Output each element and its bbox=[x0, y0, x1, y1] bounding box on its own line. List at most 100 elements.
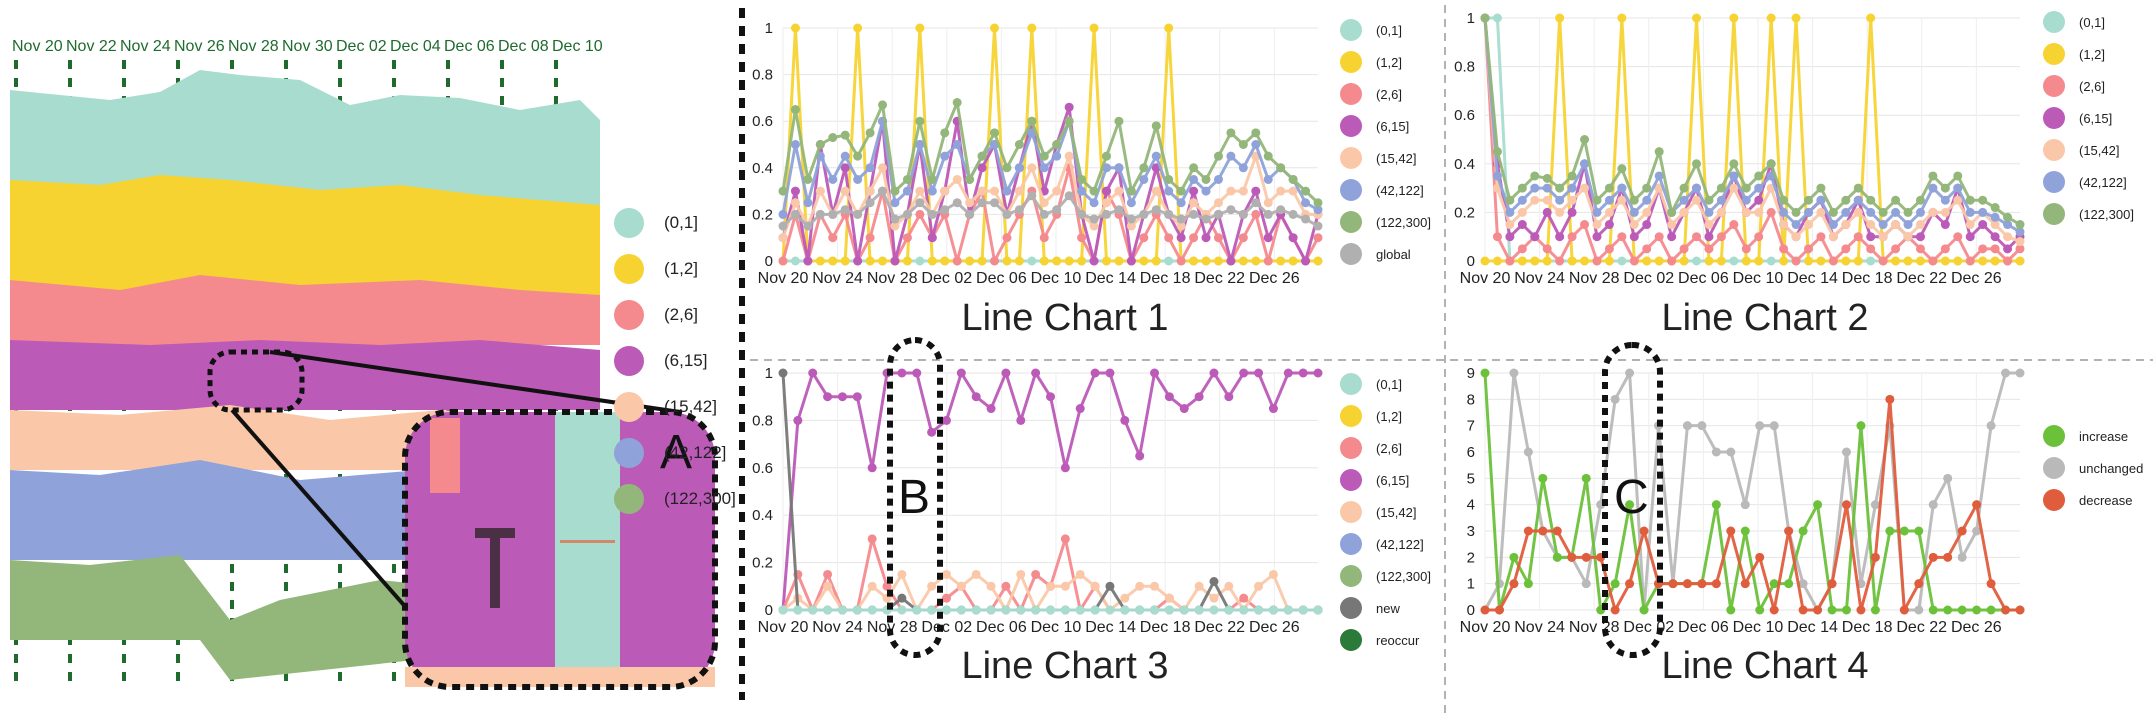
data-point-2-6 bbox=[1077, 233, 1087, 243]
data-point-global bbox=[1064, 191, 1074, 201]
y-tick-label: 0 bbox=[765, 602, 773, 619]
x-tick-label: Dec 10 bbox=[1733, 619, 1784, 636]
annotation-label-c: C bbox=[1614, 471, 1649, 524]
y-tick-label: 0.4 bbox=[1454, 156, 1475, 173]
data-point-6-15 bbox=[852, 392, 862, 402]
data-point-15-42 bbox=[1052, 186, 1062, 196]
annotation-box-b bbox=[887, 337, 943, 658]
data-point-42-122 bbox=[1014, 163, 1024, 173]
data-point-122-300 bbox=[1791, 207, 1801, 217]
data-point-global bbox=[1189, 209, 1199, 219]
data-point-122-300 bbox=[1679, 183, 1689, 193]
data-point-1-2 bbox=[940, 256, 950, 266]
data-point-15-42 bbox=[1891, 220, 1901, 230]
data-point-increase bbox=[1625, 500, 1635, 510]
data-point-1-2 bbox=[1692, 13, 1702, 23]
data-point-0-1 bbox=[778, 605, 788, 615]
y-tick-label: 0.8 bbox=[752, 412, 773, 429]
data-point-global bbox=[1139, 209, 1149, 219]
legend-label: (6,15] bbox=[664, 351, 708, 370]
data-point-decrease bbox=[1581, 552, 1591, 562]
data-point-global bbox=[1164, 209, 1174, 219]
data-point-1-2 bbox=[828, 256, 838, 266]
data-point-15-42 bbox=[1866, 220, 1876, 230]
legend-label: (6,15] bbox=[2079, 110, 2113, 126]
data-point-42-122 bbox=[1139, 174, 1149, 184]
chart-1-legend: (0,1] (1,2] (2,6] (6,15] (15,42] (42,122] (122… bbox=[1340, 14, 1431, 270]
data-point-122-300 bbox=[940, 128, 950, 138]
legend-label: global bbox=[1376, 246, 1411, 262]
data-point-1-2 bbox=[1791, 13, 1801, 23]
data-point-2-6 bbox=[1667, 256, 1677, 266]
y-tick-label: 1 bbox=[765, 20, 773, 37]
data-point-42-122 bbox=[1313, 205, 1323, 215]
data-point-15-42 bbox=[1268, 569, 1278, 579]
data-point-1-2 bbox=[1014, 256, 1024, 266]
stream-legend-item: (122,300] bbox=[614, 476, 736, 522]
data-point-6-15 bbox=[790, 186, 800, 196]
y-tick-label: 0.2 bbox=[752, 206, 773, 223]
data-point-increase bbox=[1639, 605, 1649, 615]
data-point-2-6 bbox=[1729, 220, 1739, 230]
data-point-122-300 bbox=[1189, 163, 1199, 173]
data-point-unchanged bbox=[1943, 473, 1953, 483]
data-point-global bbox=[915, 198, 925, 208]
x-tick-label: Nov 24 bbox=[1514, 270, 1565, 287]
data-point-122-300 bbox=[1139, 163, 1149, 173]
y-tick-label: 1 bbox=[1467, 576, 1475, 593]
data-point-42-122 bbox=[1779, 207, 1789, 217]
data-point-global bbox=[990, 198, 1000, 208]
data-point-decrease bbox=[1480, 605, 1490, 615]
data-point-122-300 bbox=[778, 186, 788, 196]
data-point-0-1 bbox=[897, 605, 907, 615]
data-point-0-1 bbox=[1692, 256, 1702, 266]
data-point-42-122 bbox=[1530, 183, 1540, 193]
stream-legend-item: (6,15] bbox=[614, 338, 736, 384]
stream-legend: (0,1] (1,2] (2,6] (6,15] (15,42] (42,122] (122… bbox=[614, 200, 736, 522]
data-point-global bbox=[927, 209, 937, 219]
data-point-2-6 bbox=[1766, 207, 1776, 217]
y-tick-label: 0.4 bbox=[752, 507, 773, 524]
data-point-15-42 bbox=[1014, 186, 1024, 196]
data-point-42-122 bbox=[1114, 163, 1124, 173]
data-point-6-15 bbox=[1754, 195, 1764, 205]
data-point-1-2 bbox=[1213, 256, 1223, 266]
data-point-increase bbox=[1726, 605, 1736, 615]
legend-item: (42,122] bbox=[1340, 174, 1431, 206]
data-point-2-6 bbox=[1828, 256, 1838, 266]
data-point-0-1 bbox=[1239, 605, 1249, 615]
data-point-increase bbox=[1538, 473, 1548, 483]
data-point-122-300 bbox=[853, 151, 863, 161]
legend-swatch bbox=[2043, 457, 2065, 479]
data-point-6-15 bbox=[1075, 404, 1085, 414]
data-point-1-2 bbox=[1077, 256, 1087, 266]
y-tick-label: 0 bbox=[1467, 253, 1475, 270]
data-point-1-2 bbox=[1891, 256, 1901, 266]
data-point-15-42 bbox=[1209, 593, 1219, 603]
data-point-1-2 bbox=[1052, 256, 1062, 266]
data-point-6-15 bbox=[1135, 451, 1145, 461]
legend-label: (1,2] bbox=[664, 259, 699, 278]
data-point-15-42 bbox=[1692, 195, 1702, 205]
data-point-6-15 bbox=[1517, 220, 1527, 230]
data-point-122-300 bbox=[1276, 163, 1286, 173]
data-point-decrease bbox=[1841, 500, 1851, 510]
x-tick-label: Dec 14 bbox=[1085, 270, 1136, 287]
data-point-1-2 bbox=[1517, 256, 1527, 266]
data-point-42-122 bbox=[1580, 159, 1590, 169]
data-point-increase bbox=[1581, 473, 1591, 483]
x-tick-label: Dec 26 bbox=[1249, 270, 1300, 287]
data-point-2-6 bbox=[2003, 256, 2013, 266]
x-tick-label: Dec 10 bbox=[1031, 270, 1082, 287]
x-tick-label: Dec 02 bbox=[1623, 619, 1674, 636]
data-point-6-15 bbox=[1209, 368, 1219, 378]
data-point-1-2 bbox=[1853, 256, 1863, 266]
data-point-global bbox=[853, 209, 863, 219]
stream-date-label: Nov 24 bbox=[120, 38, 171, 55]
stream-date-label: Nov 28 bbox=[228, 38, 279, 55]
data-point-42-122 bbox=[927, 186, 937, 196]
data-point-6-15 bbox=[1990, 232, 2000, 242]
zoom-inset-dark-stem bbox=[490, 538, 500, 608]
data-point-122-300 bbox=[1151, 121, 1161, 131]
data-point-6-15 bbox=[927, 427, 937, 437]
